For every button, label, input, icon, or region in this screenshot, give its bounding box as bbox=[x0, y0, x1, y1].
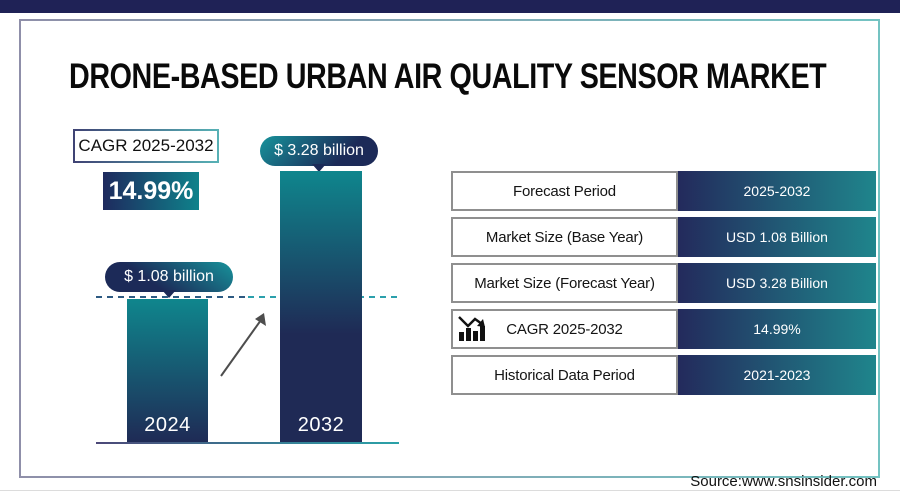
table-row-value: 14.99% bbox=[678, 309, 876, 349]
callout-pointer bbox=[162, 290, 176, 298]
table-row: Market Size (Forecast Year) USD 3.28 Bil… bbox=[451, 263, 876, 303]
chart-baseline bbox=[96, 442, 399, 444]
bar-category-label: 2032 bbox=[297, 414, 345, 436]
content-frame: DRONE-BASED URBAN AIR QUALITY SENSOR MAR… bbox=[19, 19, 880, 490]
growth-arrow-icon bbox=[220, 313, 266, 377]
growth-chart-icon bbox=[458, 316, 485, 341]
table-row: Forecast Period 2025-2032 bbox=[451, 171, 876, 211]
bar-2032: 2032 bbox=[280, 171, 362, 443]
cagr-period-label: CAGR 2025-2032 bbox=[73, 129, 219, 163]
bar-value-callout-2024: $ 1.08 billion bbox=[105, 262, 233, 292]
table-row-value: 2025-2032 bbox=[678, 171, 876, 211]
table-row-label: Market Size (Forecast Year) bbox=[451, 263, 678, 303]
callout-pointer bbox=[312, 164, 326, 172]
source-credit: Source:www.snsinsider.com bbox=[690, 473, 877, 490]
top-accent-bar bbox=[0, 0, 900, 13]
table-row-label: Market Size (Base Year) bbox=[451, 217, 678, 257]
reference-dashed-line bbox=[96, 296, 248, 298]
bottom-divider bbox=[0, 490, 900, 491]
table-row-value: USD 3.28 Billion bbox=[678, 263, 876, 303]
page-title: DRONE-BASED URBAN AIR QUALITY SENSOR MAR… bbox=[69, 57, 827, 96]
table-row-label: Historical Data Period bbox=[451, 355, 678, 395]
bar-2024: 2024 bbox=[127, 299, 208, 443]
table-row: CAGR 2025-2032 14.99% bbox=[451, 309, 876, 349]
table-row-value: 2021-2023 bbox=[678, 355, 876, 395]
table-row: Market Size (Base Year) USD 1.08 Billion bbox=[451, 217, 876, 257]
bar-category-label: 2024 bbox=[144, 414, 191, 436]
table-row-label: Forecast Period bbox=[451, 171, 678, 211]
bar-value-callout-2032: $ 3.28 billion bbox=[260, 136, 378, 166]
table-row: Historical Data Period 2021-2023 bbox=[451, 355, 876, 395]
cagr-value-badge: 14.99% bbox=[103, 172, 199, 210]
table-row-label: CAGR 2025-2032 bbox=[451, 309, 678, 349]
market-summary-table: Forecast Period 2025-2032 Market Size (B… bbox=[451, 171, 876, 401]
table-row-value: USD 1.08 Billion bbox=[678, 217, 876, 257]
